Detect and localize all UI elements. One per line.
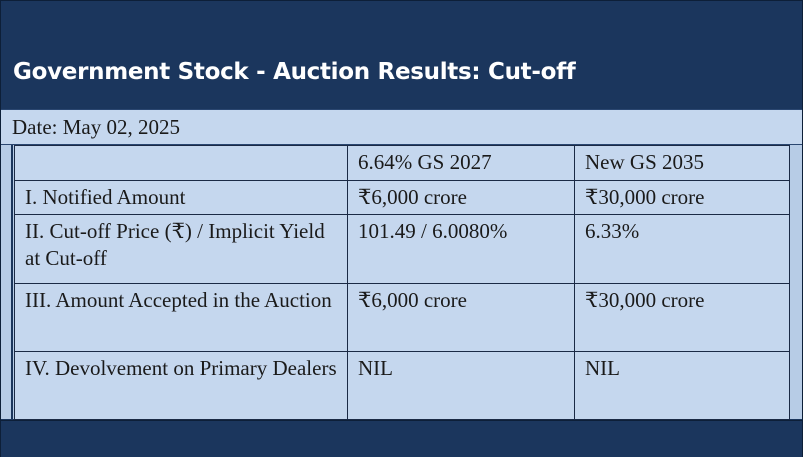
row-value-gs-2027: NIL (347, 351, 575, 420)
table-row: I. Notified Amount ₹6,000 crore ₹30,000 … (14, 180, 790, 215)
header-banner: Government Stock - Auction Results: Cut-… (1, 1, 802, 108)
row-value-gs-2035: 6.33% (574, 214, 790, 284)
row-value-gs-2027: ₹6,000 crore (347, 283, 575, 352)
row-value-gs-2027: ₹6,000 crore (347, 180, 575, 215)
table-row: III. Amount Accepted in the Auction ₹6,0… (14, 283, 790, 352)
row-value-gs-2035: ₹30,000 crore (574, 180, 790, 215)
row-label: II. Cut-off Price (₹) / Implicit Yield a… (14, 214, 348, 284)
row-value-gs-2035: NIL (574, 351, 790, 420)
table-row: II. Cut-off Price (₹) / Implicit Yield a… (14, 214, 790, 284)
row-label: III. Amount Accepted in the Auction (14, 283, 348, 352)
auction-date: Date: May 02, 2025 (12, 115, 180, 139)
row-value-gs-2027: 101.49 / 6.0080% (347, 214, 575, 284)
header-cell-gs-2035: New GS 2035 (574, 145, 790, 181)
auction-results-table: 6.64% GS 2027 New GS 2035 I. Notified Am… (14, 145, 790, 420)
footer-bar (1, 420, 802, 457)
header-cell-empty (14, 145, 348, 181)
band-divider (11, 145, 13, 419)
page-title: Government Stock - Auction Results: Cut-… (13, 59, 576, 85)
row-value-gs-2035: ₹30,000 crore (574, 283, 790, 352)
table-header-row: 6.64% GS 2027 New GS 2035 (14, 145, 790, 181)
table-row: IV. Devolvement on Primary Dealers NIL N… (14, 351, 790, 420)
row-label: IV. Devolvement on Primary Dealers (14, 351, 348, 420)
header-cell-gs-2027: 6.64% GS 2027 (347, 145, 575, 181)
date-row: Date: May 02, 2025 (1, 109, 802, 145)
row-label: I. Notified Amount (14, 180, 348, 215)
